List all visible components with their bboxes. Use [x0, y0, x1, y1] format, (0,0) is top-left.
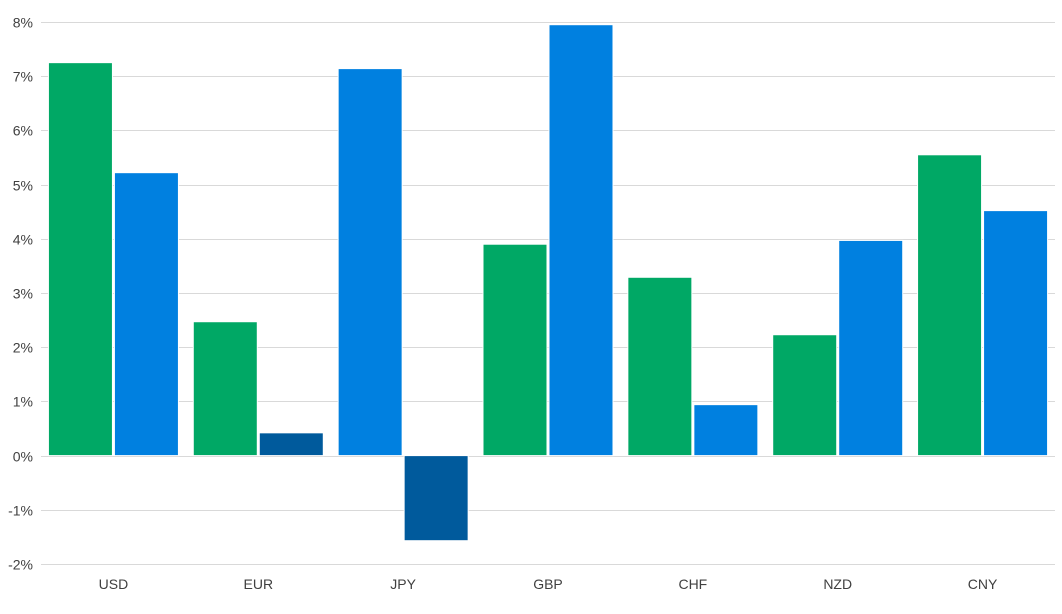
y-tick-label: -1% [8, 503, 33, 519]
x-tick-label-gbp: GBP [533, 576, 563, 592]
y-axis-tick-labels: -2% -1% 0% 1% 2% 3% 4% 5% 6% 7% 8% [8, 15, 33, 573]
bar-usd-series-1 [47, 62, 113, 457]
bar-jpy-series-2 [403, 455, 469, 542]
x-tick-label-nzd: NZD [823, 576, 852, 592]
bar-usd-series-2 [113, 172, 179, 457]
bar-cny-series-2 [983, 210, 1049, 457]
bar-chf-series-2 [693, 404, 759, 457]
bar-cny-series-1 [917, 154, 983, 457]
bar-chf-series-1 [627, 276, 693, 457]
bar-nzd-series-1 [772, 334, 838, 457]
x-tick-label-jpy: JPY [390, 576, 416, 592]
gridlines [41, 22, 1055, 565]
y-tick-label: -2% [8, 557, 33, 573]
x-axis-tick-labels: USD EUR JPY GBP CHF NZD CNY [99, 576, 998, 592]
y-tick-label: 2% [13, 340, 33, 356]
y-tick-label: 5% [13, 178, 33, 194]
bar-eur-series-2 [258, 432, 324, 457]
bar-nzd-series-2 [838, 239, 904, 457]
bar-jpy-series-1 [337, 68, 403, 457]
y-tick-label: 3% [13, 286, 33, 302]
x-tick-label-eur: EUR [244, 576, 274, 592]
x-tick-label-chf: CHF [678, 576, 707, 592]
x-tick-label-usd: USD [99, 576, 129, 592]
y-tick-label: 1% [13, 394, 33, 410]
y-tick-label: 7% [13, 69, 33, 85]
y-tick-label: 8% [13, 15, 33, 31]
y-tick-label: 0% [13, 449, 33, 465]
y-tick-label: 6% [13, 123, 33, 139]
bar-gbp-series-2 [548, 24, 614, 457]
bar-eur-series-1 [192, 321, 258, 457]
bar-gbp-series-1 [482, 243, 548, 457]
y-tick-label: 4% [13, 232, 33, 248]
x-tick-label-cny: CNY [968, 576, 998, 592]
bars [47, 24, 1049, 542]
